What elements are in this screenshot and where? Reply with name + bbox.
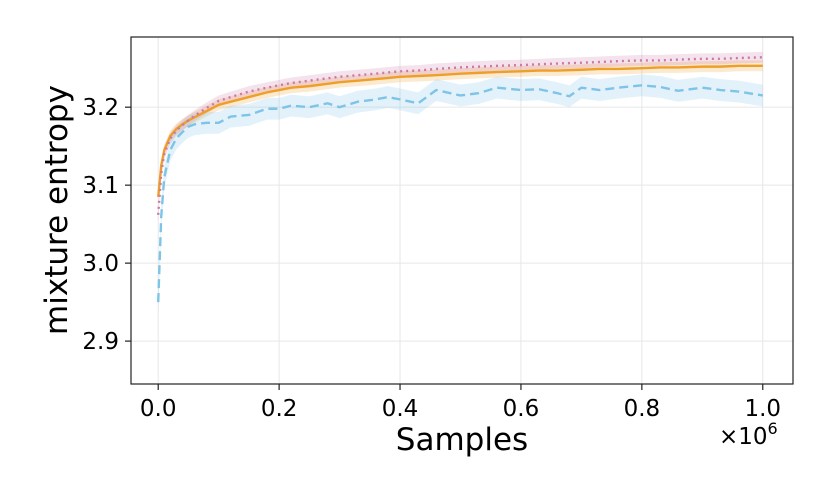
series-2-band <box>158 74 763 314</box>
axis-ticks: 0.0 0.2 0.4 0.6 0.8 1.0 2.9 3.0 3.1 3.2 <box>82 95 781 422</box>
y-tick-label: 3.0 <box>82 251 119 277</box>
x-offset-exponent: 6 <box>768 419 778 438</box>
y-axis-label: mixture entropy <box>39 85 75 335</box>
plot-frame <box>130 36 794 385</box>
series-lines <box>157 56 763 303</box>
x-tick-label: 1.0 <box>744 396 781 422</box>
series-2-line <box>157 84 763 303</box>
x-tick-label: 0.2 <box>261 396 298 422</box>
series-0-line <box>157 64 763 197</box>
x-tick-label: 0.6 <box>503 396 540 422</box>
y-tick-label: 3.1 <box>82 173 119 199</box>
x-axis-label: Samples <box>396 422 528 458</box>
x-tick-label: 0.8 <box>624 396 661 422</box>
y-tick-label: 3.2 <box>82 95 119 121</box>
x-offset-base: ×10 <box>719 424 768 450</box>
x-tick-label: 0.0 <box>140 396 177 422</box>
y-tick-label: 2.9 <box>82 329 119 355</box>
confidence-bands <box>158 51 763 314</box>
x-axis-offset-label: ×106 <box>719 419 778 450</box>
x-tick-label: 0.4 <box>382 396 419 422</box>
